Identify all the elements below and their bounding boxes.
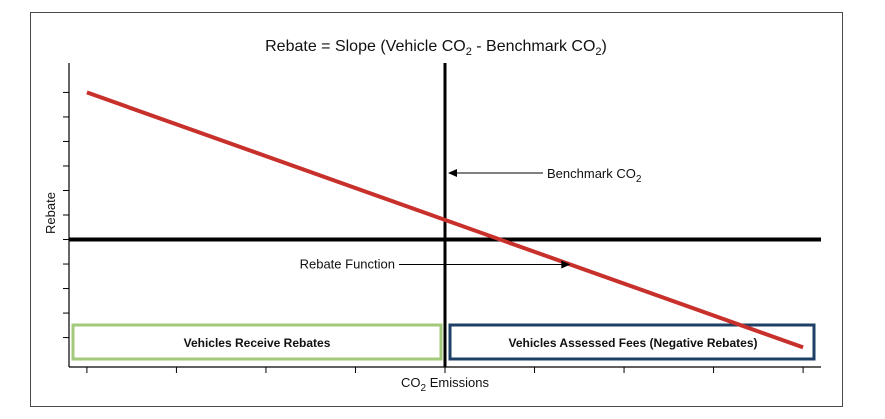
benchmark-arrowhead <box>448 169 457 177</box>
chart-frame: Rebate = Slope (Vehicle CO2 - Benchmark … <box>30 12 843 407</box>
benchmark-label: Benchmark CO2 <box>547 166 642 185</box>
rebate-function-line <box>86 90 804 350</box>
rebate-function-label: Rebate Function <box>300 257 395 272</box>
chart-title: Rebate = Slope (Vehicle CO2 - Benchmark … <box>265 38 607 58</box>
y-axis-ticks <box>63 91 69 339</box>
rebates-region-box <box>71 323 443 361</box>
fees-region-label: Vehicles Assessed Fees (Negative Rebates… <box>508 336 757 350</box>
rebate-function-arrowhead <box>561 260 571 269</box>
x-axis-ticks <box>86 367 804 373</box>
rebates-region-label: Vehicles Receive Rebates <box>184 336 331 350</box>
x-axis-label: CO2 Emissions <box>401 375 489 394</box>
y-axis-label: Rebate <box>43 192 58 234</box>
rebate-chart: Rebate = Slope (Vehicle CO2 - Benchmark … <box>43 38 821 394</box>
